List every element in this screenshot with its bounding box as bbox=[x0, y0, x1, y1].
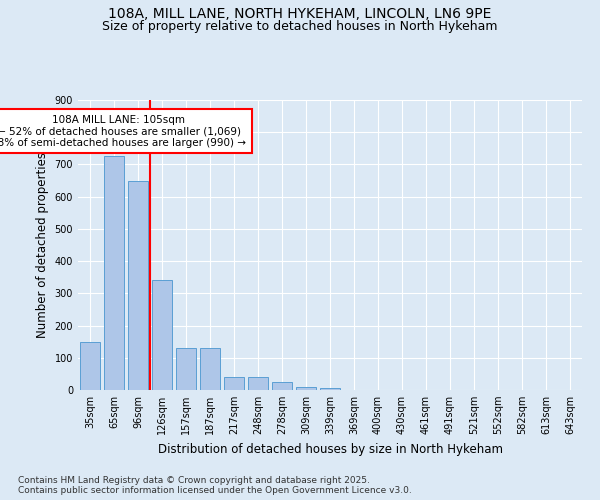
Text: 108A MILL LANE: 105sqm
← 52% of detached houses are smaller (1,069)
48% of semi-: 108A MILL LANE: 105sqm ← 52% of detached… bbox=[0, 114, 247, 148]
Bar bbox=[200, 348, 220, 390]
Text: Contains HM Land Registry data © Crown copyright and database right 2025.
Contai: Contains HM Land Registry data © Crown c… bbox=[18, 476, 412, 495]
Y-axis label: Number of detached properties: Number of detached properties bbox=[36, 152, 49, 338]
Bar bbox=[128, 180, 148, 390]
Bar bbox=[320, 388, 340, 390]
Text: 108A, MILL LANE, NORTH HYKEHAM, LINCOLN, LN6 9PE: 108A, MILL LANE, NORTH HYKEHAM, LINCOLN,… bbox=[109, 8, 491, 22]
Bar bbox=[224, 377, 244, 390]
Bar bbox=[272, 382, 292, 390]
Bar bbox=[248, 377, 268, 390]
Bar bbox=[176, 348, 196, 390]
Bar bbox=[296, 387, 316, 390]
Bar bbox=[80, 342, 100, 390]
Text: Size of property relative to detached houses in North Hykeham: Size of property relative to detached ho… bbox=[102, 20, 498, 33]
Bar bbox=[152, 280, 172, 390]
X-axis label: Distribution of detached houses by size in North Hykeham: Distribution of detached houses by size … bbox=[157, 442, 503, 456]
Bar bbox=[104, 156, 124, 390]
